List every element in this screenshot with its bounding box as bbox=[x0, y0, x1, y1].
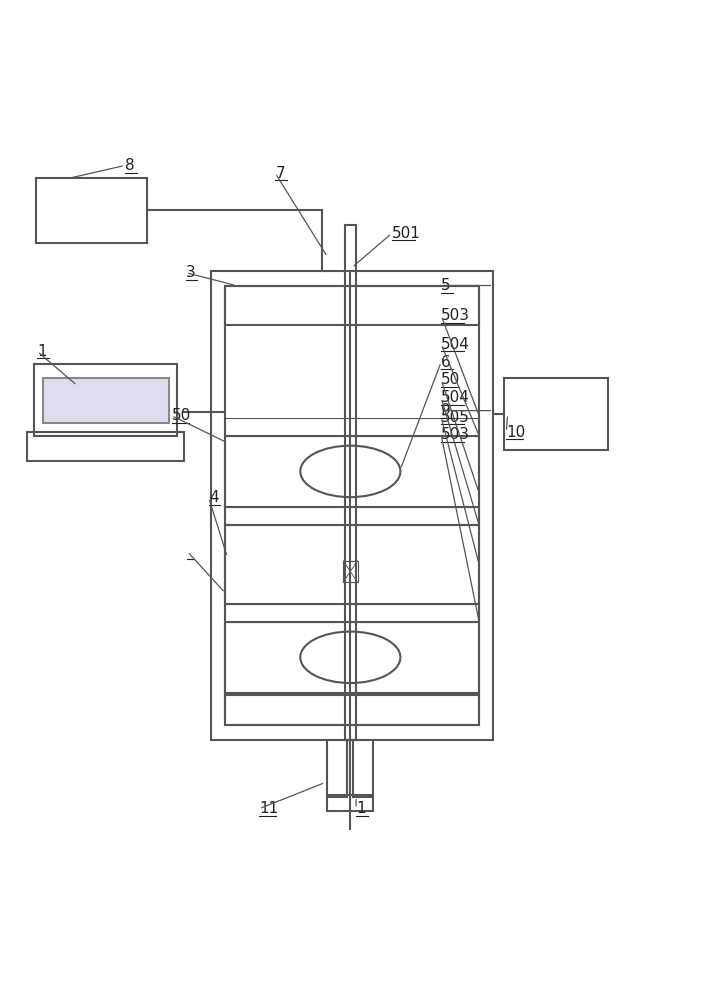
Text: 501: 501 bbox=[392, 226, 420, 241]
Bar bbox=[225, 622, 479, 693]
Text: 11: 11 bbox=[259, 801, 278, 816]
Bar bbox=[225, 507, 479, 525]
Bar bbox=[327, 740, 347, 797]
Text: 504: 504 bbox=[441, 337, 470, 352]
Text: 5: 5 bbox=[441, 278, 450, 293]
Bar bbox=[504, 378, 608, 450]
Text: 10: 10 bbox=[506, 425, 526, 440]
Text: 1: 1 bbox=[356, 801, 365, 816]
Text: 4: 4 bbox=[209, 490, 218, 505]
Bar bbox=[225, 418, 479, 436]
Bar bbox=[34, 364, 177, 436]
Text: 503: 503 bbox=[441, 427, 470, 442]
Text: 3: 3 bbox=[186, 265, 196, 280]
Bar bbox=[43, 378, 169, 423]
Text: 1: 1 bbox=[37, 344, 46, 359]
Text: 6: 6 bbox=[441, 355, 451, 370]
Bar bbox=[225, 604, 479, 622]
Bar bbox=[36, 178, 147, 243]
Bar bbox=[345, 225, 356, 740]
Bar bbox=[211, 271, 493, 740]
Bar bbox=[225, 695, 479, 725]
Text: 50: 50 bbox=[172, 408, 191, 423]
Bar bbox=[327, 795, 373, 811]
Text: 504: 504 bbox=[441, 390, 470, 405]
Bar bbox=[353, 740, 373, 797]
Bar bbox=[343, 561, 358, 582]
Text: 503: 503 bbox=[441, 308, 470, 323]
Text: 7: 7 bbox=[275, 166, 285, 181]
Bar bbox=[225, 286, 479, 725]
Text: 8: 8 bbox=[125, 158, 134, 173]
Text: 505: 505 bbox=[441, 410, 470, 425]
Bar bbox=[225, 436, 479, 507]
Bar bbox=[225, 286, 479, 325]
Bar bbox=[225, 525, 479, 604]
Text: 9: 9 bbox=[441, 403, 451, 418]
Bar bbox=[27, 432, 184, 461]
Text: 50: 50 bbox=[441, 372, 460, 387]
